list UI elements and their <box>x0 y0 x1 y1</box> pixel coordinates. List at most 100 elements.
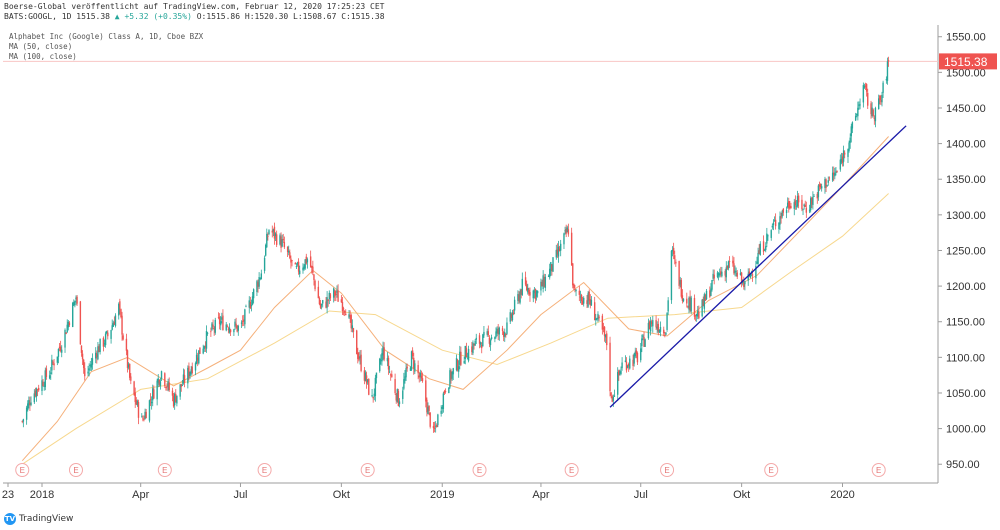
candles <box>21 56 890 433</box>
candle-body <box>195 354 198 364</box>
candle-body <box>863 85 866 88</box>
candle-body <box>688 297 690 310</box>
earnings-marker <box>871 463 886 477</box>
candle-body <box>766 233 768 244</box>
candle-body <box>619 371 621 374</box>
candle-body <box>79 301 82 345</box>
candle-body <box>881 95 883 103</box>
candle-body <box>790 206 792 209</box>
candle-body <box>104 333 107 346</box>
candle-body <box>725 267 727 278</box>
candle-body <box>534 289 537 300</box>
y-tick-label: 1250.00 <box>946 245 986 257</box>
candle-body <box>711 279 713 290</box>
brand[interactable]: TV TradingView <box>4 513 73 525</box>
candle-body <box>528 289 530 295</box>
candle-body <box>464 345 466 359</box>
candle-body <box>611 396 613 402</box>
candle-body <box>50 372 52 374</box>
candle-body <box>68 322 71 325</box>
candle-body <box>874 107 877 122</box>
candle-body <box>167 381 169 387</box>
candle-body <box>133 381 135 395</box>
candle-body <box>550 262 552 272</box>
candle-body <box>670 250 673 301</box>
candle-body <box>456 359 459 371</box>
candle-body <box>758 250 760 255</box>
candle-body <box>105 331 108 334</box>
candle-body <box>879 95 881 100</box>
candle-body <box>173 393 176 406</box>
candle-body <box>43 386 45 387</box>
candle-body <box>765 246 767 251</box>
candle-body <box>735 271 737 272</box>
candle-body <box>836 170 838 173</box>
ma50-legend[interactable]: MA (50, close) <box>9 42 73 51</box>
candle-body <box>473 343 475 346</box>
candle-body <box>375 372 378 379</box>
candle-body <box>311 266 313 268</box>
candle-body <box>518 294 520 302</box>
candle-body <box>141 416 143 418</box>
candle-body <box>593 302 596 321</box>
brand-name: TradingView <box>19 514 74 524</box>
candle-body <box>565 228 567 234</box>
x-tick-label: Jul <box>233 489 247 501</box>
candle-body <box>290 258 292 263</box>
candle-body <box>618 370 620 376</box>
candle-body <box>295 266 298 268</box>
candle-body <box>589 299 591 306</box>
candle-body <box>313 274 315 280</box>
candle-body <box>304 259 306 269</box>
y-tick-label: 1150.00 <box>946 317 985 329</box>
candle-body <box>629 358 631 369</box>
candle-body <box>142 418 144 420</box>
candle-body <box>351 325 354 329</box>
candle-body <box>298 270 301 275</box>
candle-body <box>802 208 804 210</box>
y-tick-label: 1500.00 <box>946 67 986 79</box>
earnings-marker-label: E <box>262 466 267 475</box>
candle-body <box>286 246 289 253</box>
candle-body <box>322 300 324 304</box>
candle-body <box>252 289 255 299</box>
x-tick-label: Okt <box>333 489 350 501</box>
candle-body <box>288 250 290 253</box>
ma100-legend[interactable]: MA (100, close) <box>9 52 77 61</box>
earnings-marker-label: E <box>769 466 774 475</box>
candle-body <box>107 332 109 337</box>
candle-body <box>844 152 846 155</box>
candle-body <box>233 329 235 333</box>
candle-body <box>273 226 276 239</box>
candle-body <box>782 208 784 213</box>
candle-body <box>136 401 139 406</box>
candle-body <box>828 177 831 179</box>
candle-body <box>159 381 162 387</box>
candle-body <box>524 277 527 285</box>
candle-body <box>294 262 297 265</box>
candle-body <box>291 260 293 262</box>
candle-body <box>214 319 216 333</box>
candle-body <box>189 371 191 377</box>
candle-body <box>87 371 89 374</box>
candle-body <box>831 172 834 181</box>
candle-body <box>425 380 427 402</box>
candle-body <box>95 352 97 359</box>
candle-body <box>171 390 174 396</box>
candle-body <box>767 235 769 237</box>
candle-body <box>373 393 375 397</box>
candle-body <box>506 322 508 334</box>
candle-body <box>58 346 61 349</box>
candle-body <box>726 265 729 269</box>
candle-body <box>496 328 498 334</box>
candle-body <box>251 296 254 305</box>
candle-body <box>709 290 711 297</box>
candle-body <box>805 207 808 213</box>
candle-body <box>135 399 138 405</box>
candle-body <box>220 321 222 326</box>
candle-body <box>244 309 246 325</box>
candle-body <box>271 230 273 233</box>
candle-body <box>210 331 212 333</box>
candle-body <box>703 294 706 309</box>
